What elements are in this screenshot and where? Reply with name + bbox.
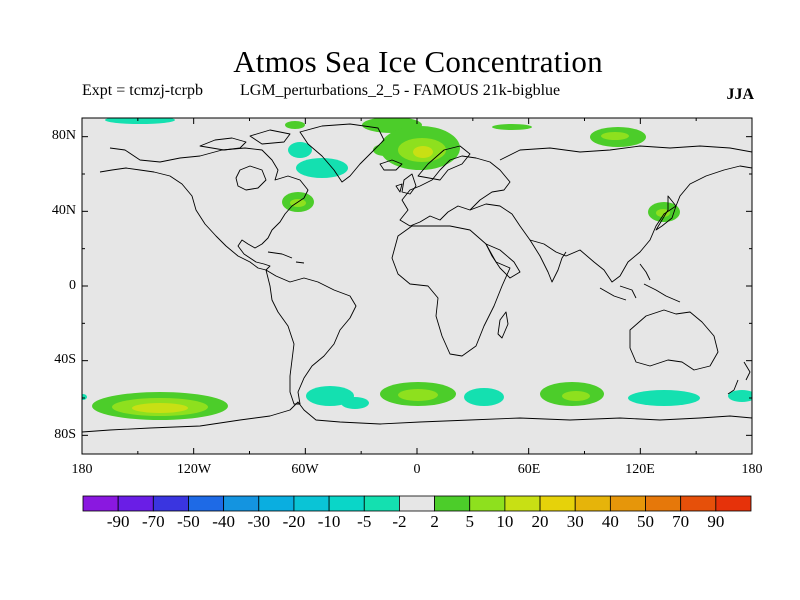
colorbar-box [152,495,189,512]
colorbar-label: -10 [317,512,341,531]
colorbar-box [715,495,752,512]
colorbar-box [574,495,611,512]
y-tick-label: 40S [54,352,76,367]
plot-title: Atmos Sea Ice Concentration [233,44,603,79]
colorbar-box [82,495,119,512]
run-label: LGM_perturbations_2_5 - FAMOUS 21k-bigbl… [240,82,561,99]
colorbar-box [258,495,295,512]
colorbar-box [645,495,682,512]
coast-scandinavia [417,145,471,181]
coast-south-america [265,269,357,405]
contour-so-pacific-core [132,403,188,413]
colorbar-label: -5 [357,512,372,531]
colorbar-label: 20 [531,512,549,531]
colorbar-box [434,495,471,512]
coast-new-zealand [727,361,751,395]
coast-indonesia [599,263,681,303]
colorbar-label: 30 [566,512,584,531]
colorbar-box [117,495,154,512]
coast-greenland [299,123,385,183]
contour-so-africa-inner [398,389,438,401]
colorbar-box [328,495,365,512]
colorbar-label: -30 [247,512,271,531]
colorbar-box [399,495,435,512]
x-tick-label: 120W [176,462,212,477]
y-tick-label: 0 [69,278,76,293]
colorbar-label: 90 [707,512,725,531]
x-tick-label: 180 [741,462,763,477]
coast-arctic-islands [199,129,291,151]
colorbar-label: -2 [392,512,407,531]
contour-arctic-d-inner [601,132,629,140]
coast-british-isles [395,173,417,195]
colorbar-box [609,495,646,512]
colorbar-box [539,495,576,512]
coast-hudson-bay [235,165,267,191]
coast-africa [391,225,511,357]
colorbar-label: 70 [672,512,690,531]
coast-north-america [99,147,309,271]
coast-madagascar [497,311,509,339]
experiment-label: Expt = tcmzj-tcrpb [82,82,203,99]
y-tick-label: 80S [54,427,76,442]
contour-greenland-sea [373,144,397,156]
coast-asia [469,145,752,283]
coast-australia [629,309,719,371]
x-tick-label: 120E [625,462,655,477]
contour-so-australia-neg [628,390,700,406]
x-tick-label: 60W [291,462,319,477]
colorbar-label: -90 [106,512,130,531]
colorbar-label: -40 [212,512,235,531]
colorbar-box [223,495,260,512]
x-tick-label: 0 [413,462,421,477]
coast-arabia [485,243,521,279]
contour-labrador-neg [296,158,348,178]
colorbar-label: 40 [601,512,619,531]
colorbar-label: -20 [282,512,306,531]
y-tick-label: 80N [51,128,76,143]
colorbar-box [680,495,717,512]
contour-so-indian-inner [562,391,590,401]
contour-nordic-core [413,146,433,158]
contour-arctic-pacific [105,118,175,124]
colorbar-label: 2 [430,512,439,531]
season-label: JJA [726,86,754,103]
colorbar-label: 50 [637,512,655,531]
coastlines [82,123,752,433]
coast-india [529,239,567,283]
x-tick-label: 60E [517,462,541,477]
anomaly-contours [82,118,752,420]
coast-europe [399,155,511,227]
colorbar-box [293,495,330,512]
y-tick-label: 40N [51,203,76,218]
colorbar-box [469,495,506,512]
coast-japan [655,195,677,231]
contour-so-east-neg [728,390,752,402]
contour-arctic-c [492,124,532,130]
contour-arctic-a [285,121,305,129]
coast-antarctica [82,401,752,433]
x-tick-label: 180 [71,462,93,477]
colorbar-box [188,495,225,512]
colorbar-box [363,495,400,512]
colorbar-label: -50 [177,512,200,531]
colorbar-label: 5 [465,512,474,531]
colorbar-label: 10 [496,512,514,531]
coast-caribbean [267,251,305,264]
coast-iceland [379,159,403,171]
contour-japan-inner [656,209,670,217]
contour-so-indian-neg [464,388,504,406]
contour-so-atlantic-neg2 [341,397,369,409]
colorbar-box [504,495,541,512]
colorbar-label: -70 [141,512,165,531]
contour-baffin [288,142,312,158]
